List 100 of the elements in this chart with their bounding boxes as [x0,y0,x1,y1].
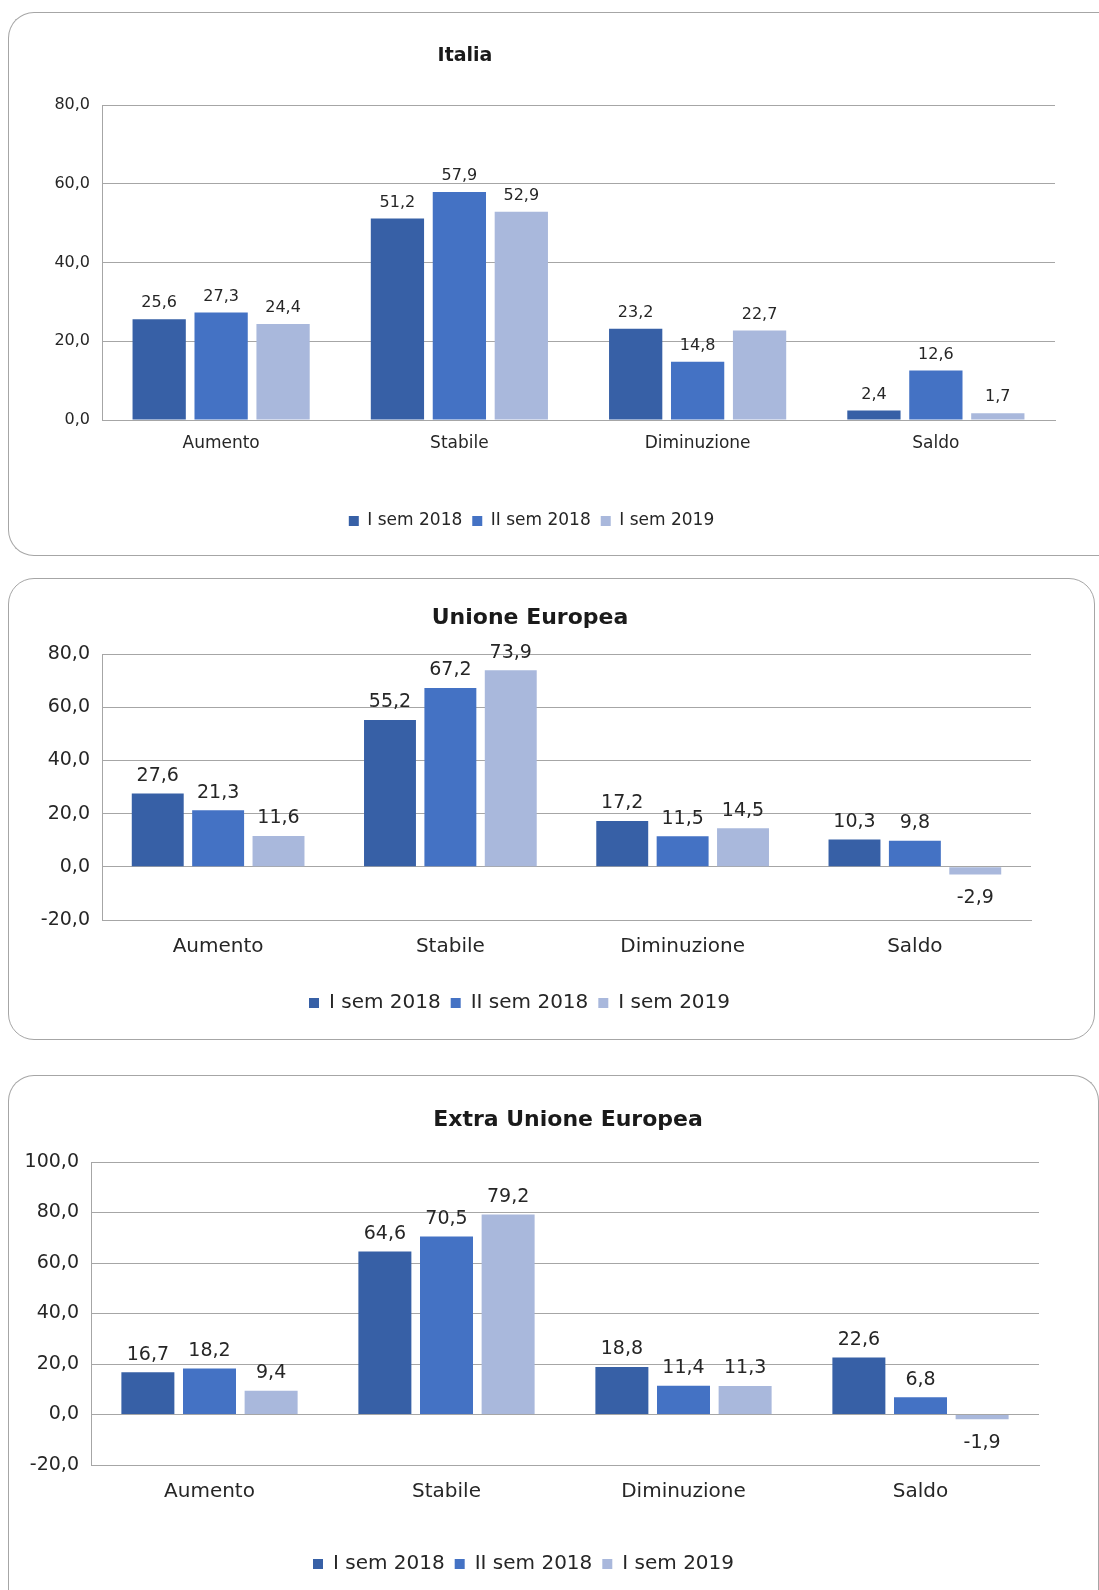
bar [370,217,424,419]
data-label: 73,9 [489,639,532,662]
data-label: 11,4 [661,1354,705,1377]
data-label: 10,3 [832,808,876,831]
bar [732,330,786,419]
data-label: 1,7 [984,385,1011,405]
data-label: 14,8 [679,334,715,354]
bar [908,369,963,419]
bar [955,1414,1009,1419]
bar [594,1366,648,1414]
bar [131,792,184,866]
data-label: 9,4 [255,1359,286,1382]
legend-label: I sem 2018 [328,988,441,1013]
x-tick-label: Saldo [911,431,959,452]
data-label: 6,8 [904,1366,936,1389]
data-label: 22,7 [741,303,777,323]
bar [193,312,248,419]
data-label: -1,9 [963,1429,1001,1452]
bar [255,323,310,419]
data-label: 22,6 [837,1326,880,1349]
bar [481,1214,535,1414]
bar [357,1250,411,1414]
bar [893,1396,947,1414]
bar [432,191,486,419]
chart-title: Extra Unione Europea [433,1105,703,1131]
legend-label: I sem 2019 [618,508,714,529]
x-tick-label: Saldo [886,932,943,957]
x-tick-label: Saldo [892,1477,948,1502]
data-label: 51,2 [379,191,415,211]
data-label: 18,8 [600,1335,643,1358]
data-label: 11,3 [723,1354,766,1377]
bar [191,809,244,866]
chart-title: Unione Europea [431,603,629,629]
bar [182,1368,236,1414]
y-tick-label: 80,0 [53,93,90,113]
y-tick-label: 80,0 [47,640,90,663]
bar [120,1371,174,1414]
data-label: 21,3 [196,779,239,802]
bar [831,1356,885,1414]
data-label: 27,6 [136,762,179,785]
data-label: 14,5 [721,797,764,820]
y-tick-label: 0,0 [64,408,90,428]
data-label: 57,9 [441,164,477,184]
x-tick-label: Stabile [415,932,485,957]
y-tick-label: 40,0 [36,1299,79,1322]
x-tick-label: Diminuzione [644,431,751,452]
y-tick-label: 0,0 [59,853,90,876]
bar [656,835,709,866]
chart-title: Italia [437,43,493,65]
bar [419,1235,473,1414]
y-tick-label: 60,0 [36,1249,79,1272]
legend-label: I sem 2018 [366,508,462,529]
data-label: 12,6 [917,343,954,363]
bar [846,410,901,419]
bar [656,1385,710,1414]
data-label: 27,3 [202,285,239,305]
data-label: 25,6 [140,291,177,311]
data-label: 17,2 [600,789,643,812]
data-label: 64,6 [363,1220,406,1243]
legend-label: I sem 2018 [332,1549,445,1574]
x-tick-label: Aumento [163,1477,255,1502]
data-label: 16,7 [126,1341,169,1364]
y-tick-label: -20,0 [29,1451,79,1474]
y-tick-label: 40,0 [47,746,90,769]
x-tick-label: Aumento [172,932,264,957]
data-label: 23,2 [617,301,653,321]
legend-label: II sem 2018 [470,988,588,1013]
x-tick-label: Stabile [429,431,489,452]
data-label: 2,4 [860,383,887,403]
bar [423,687,476,866]
y-tick-label: 0,0 [48,1400,79,1423]
data-label: 70,5 [424,1205,468,1228]
y-tick-label: 80,0 [36,1198,79,1221]
data-label: 55,2 [368,688,411,711]
bar [948,866,1001,875]
bar [828,838,880,866]
data-label: -2,9 [956,884,994,907]
data-label: 67,2 [428,656,472,679]
x-tick-label: Diminuzione [620,1477,746,1502]
legend-label: II sem 2018 [490,508,591,529]
y-tick-label: 60,0 [47,693,90,716]
bar [363,719,416,866]
x-tick-label: Diminuzione [619,932,745,957]
bar [494,211,548,419]
data-label: 79,2 [486,1183,529,1206]
bar [718,1385,772,1414]
x-tick-label: Stabile [411,1477,481,1502]
y-tick-label: 60,0 [53,172,90,192]
y-tick-label: 20,0 [47,800,90,823]
bar [252,835,304,866]
data-label: 9,8 [899,809,930,832]
y-tick-label: 100,0 [24,1148,79,1171]
bar [970,412,1024,419]
bar [888,840,941,866]
data-label: 11,6 [256,804,300,827]
bar [484,669,537,866]
bar [608,328,662,419]
data-label: 18,2 [187,1337,231,1360]
y-tick-label: 20,0 [53,329,90,349]
data-label: 24,4 [264,296,301,316]
